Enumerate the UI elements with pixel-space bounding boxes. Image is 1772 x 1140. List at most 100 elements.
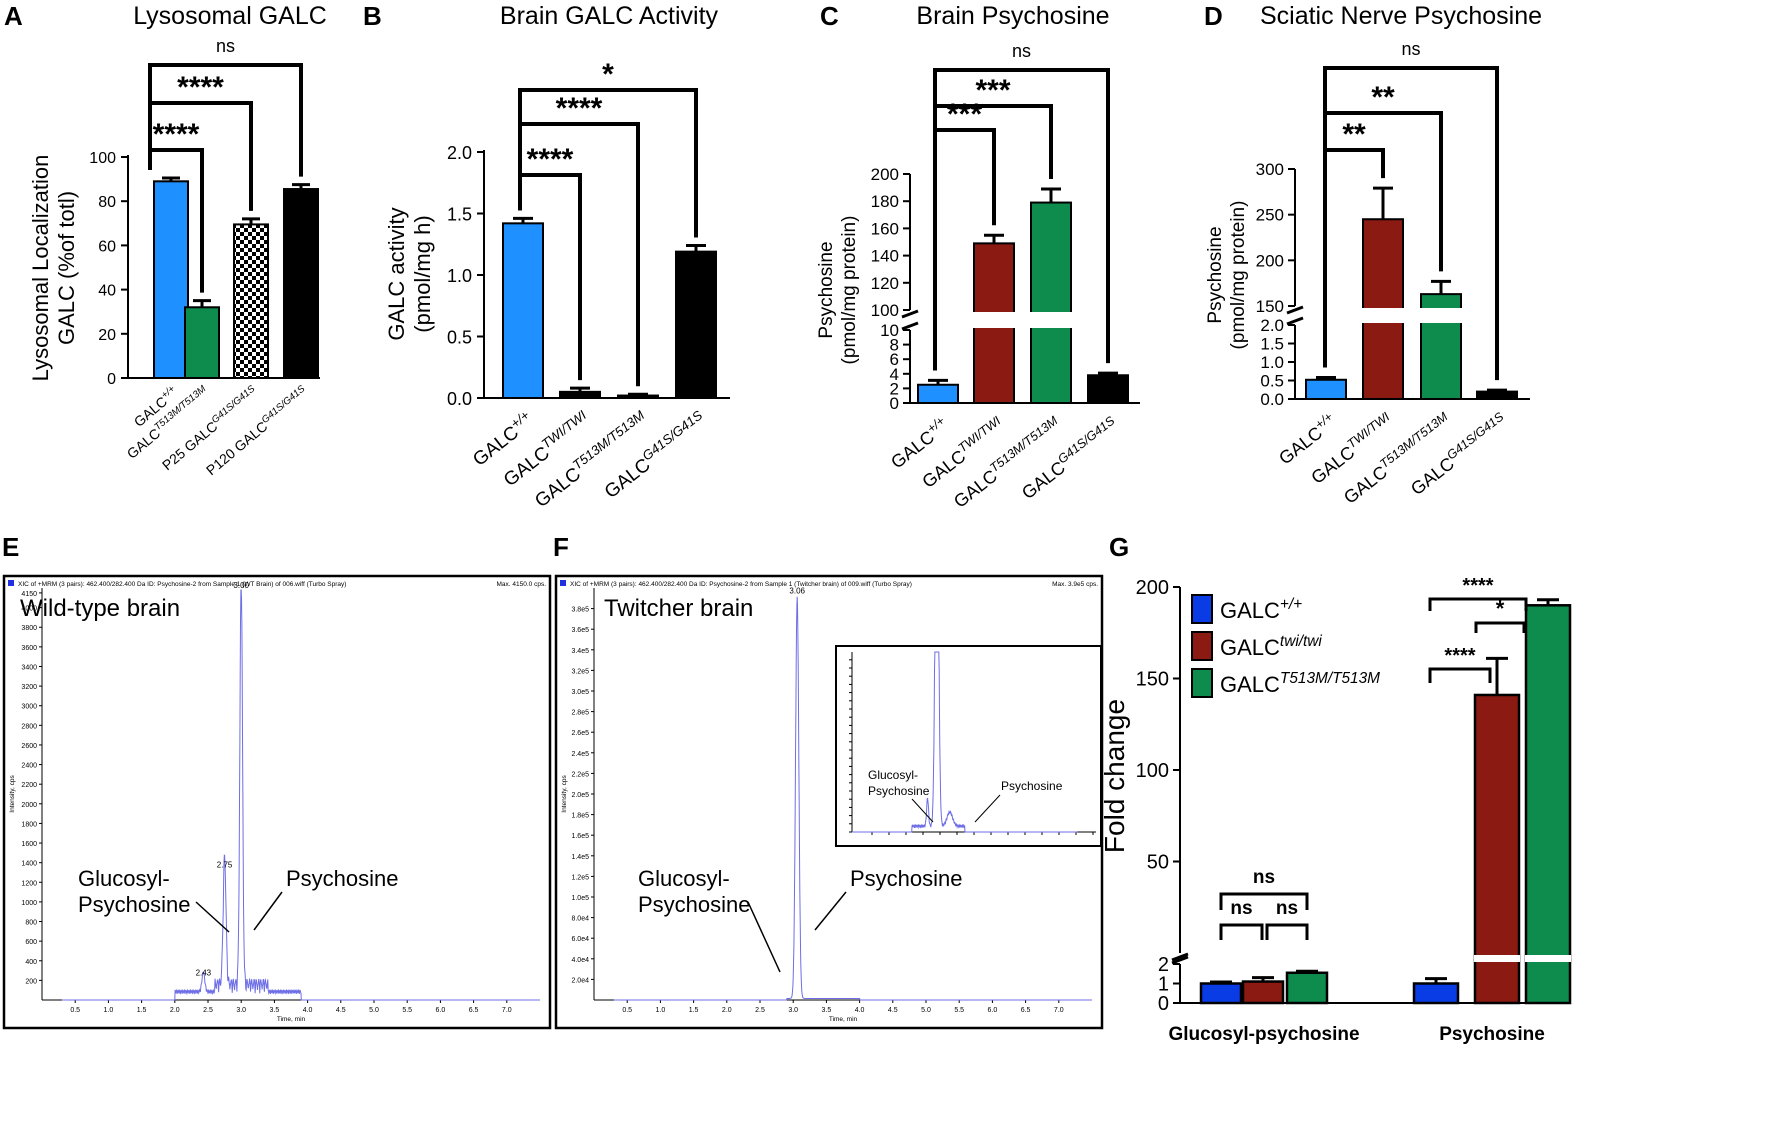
header-marker bbox=[560, 580, 566, 586]
x-tick-label: 4.5 bbox=[336, 1007, 346, 1014]
y-tick-label: 6.0e4 bbox=[571, 936, 589, 943]
bar bbox=[917, 383, 959, 404]
legend-swatch bbox=[1191, 594, 1213, 624]
y-tick-label: 180 bbox=[871, 192, 899, 211]
x-tick-label: 1.5 bbox=[137, 1007, 147, 1014]
y-axis-label: (pmol/mg h) bbox=[410, 215, 435, 332]
y-tick-label: 800 bbox=[25, 920, 37, 927]
y-axis-label: GALC (%of totl) bbox=[54, 191, 79, 345]
y-tick-label: 3200 bbox=[21, 684, 37, 691]
y-tick-label: 1200 bbox=[21, 880, 37, 887]
max-label: Max. 4150.0 cps. bbox=[497, 581, 547, 588]
y-axis-label: Lysosomal Localization bbox=[28, 155, 53, 382]
x-tick-label: 5.5 bbox=[954, 1007, 964, 1014]
x-tick-label: 5.0 bbox=[921, 1007, 931, 1014]
x-tick-label: GALCG41S/G41S bbox=[1017, 413, 1123, 503]
panel-a: A Lysosomal GALC Lysosomal Localization GAL… bbox=[4, 1, 327, 478]
y-tick-label: 80 bbox=[98, 194, 116, 211]
inset-glucosyl-label: Psychosine bbox=[868, 784, 930, 798]
significance-bracket bbox=[148, 63, 303, 177]
y-tick-label: 2.2e5 bbox=[571, 771, 589, 778]
label-sup: T513M/T513M bbox=[1280, 670, 1380, 687]
significance-bracket bbox=[1428, 597, 1528, 611]
y-tick-label: 160 bbox=[871, 219, 899, 238]
bar bbox=[617, 394, 659, 400]
panel-letter: A bbox=[4, 1, 23, 31]
y-tick-label: 2.0 bbox=[447, 143, 472, 163]
peak-label: 2.75 bbox=[217, 860, 233, 869]
significance-bracket bbox=[1323, 66, 1499, 381]
y-tick-label: 2 bbox=[1158, 954, 1169, 976]
chart-title: Brain Psychosine bbox=[916, 2, 1109, 30]
y-tick-label: 250 bbox=[1256, 206, 1284, 225]
y-tick-label: 1.4e5 bbox=[571, 854, 589, 861]
x-tick-label: 1.0 bbox=[656, 1007, 666, 1014]
x-tick-label: 0.5 bbox=[70, 1007, 80, 1014]
sample-annotation: Twitcher brain bbox=[604, 595, 753, 622]
axis-break-mark bbox=[1286, 305, 1304, 315]
x-tick-label: GALCG41S/G41S bbox=[1406, 409, 1512, 499]
x-tick-label: 1.0 bbox=[104, 1007, 114, 1014]
chart-title: Brain GALC Activity bbox=[500, 2, 719, 30]
bar bbox=[1285, 971, 1329, 1005]
significance-bracket bbox=[1474, 621, 1526, 633]
bar bbox=[675, 250, 717, 399]
y-tick-label: 2600 bbox=[21, 743, 37, 750]
chart-title: Sciatic Nerve Psychosine bbox=[1260, 2, 1542, 30]
significance-label: ** bbox=[1342, 118, 1366, 151]
x-tick-label: 3.5 bbox=[822, 1007, 832, 1014]
y-tick-label: 150 bbox=[1256, 297, 1284, 316]
pointer-line bbox=[814, 891, 847, 931]
x-tick-label: 2.5 bbox=[755, 1007, 765, 1014]
label-sup: TWI/TWI bbox=[956, 413, 1004, 455]
y-tick-label: 40 bbox=[98, 283, 116, 300]
panel-letter: C bbox=[820, 1, 839, 31]
label-sup: G41S/G41S bbox=[210, 383, 258, 426]
inset-psychosine-label: Psychosine bbox=[1001, 779, 1063, 793]
sample-annotation: Wild-type brain bbox=[20, 595, 180, 622]
significance-label: ns bbox=[1401, 39, 1420, 59]
group-label: Glucosyl-psychosine bbox=[1168, 1024, 1359, 1045]
y-tick-label: 1600 bbox=[21, 841, 37, 848]
label-base: GALC bbox=[1220, 672, 1280, 697]
panel-letter: F bbox=[553, 532, 569, 562]
x-tick-label: 7.0 bbox=[1054, 1007, 1064, 1014]
psychosine-label: Psychosine bbox=[850, 866, 963, 891]
bar bbox=[1241, 980, 1285, 1005]
y-tick-label: 1400 bbox=[21, 861, 37, 868]
y-tick-label: 200 bbox=[25, 978, 37, 985]
x-tick-label: 3.0 bbox=[788, 1007, 798, 1014]
y-axis-label: (pmol/mg protein) bbox=[839, 216, 860, 365]
significance-label: ns bbox=[216, 36, 235, 56]
y-axis-label: Psychosine bbox=[816, 241, 837, 338]
y-tick-label: 2 bbox=[890, 379, 899, 398]
significance-label: *** bbox=[975, 74, 1010, 107]
y-tick-label: 2.4e5 bbox=[571, 751, 589, 758]
header-marker bbox=[8, 580, 14, 586]
label-sup: +/+ bbox=[1280, 596, 1302, 613]
y-tick-label: 4 bbox=[890, 365, 899, 384]
significance-label: ** bbox=[1371, 81, 1395, 114]
y-tick-label: 2.0 bbox=[1260, 316, 1284, 335]
chart-title: Lysosomal GALC bbox=[133, 2, 327, 30]
label-base: GALC bbox=[1220, 635, 1280, 660]
y-tick-label: 3.6e5 bbox=[571, 627, 589, 634]
y-tick-label: 0.0 bbox=[1260, 390, 1284, 409]
label-base: GALC bbox=[1220, 598, 1280, 623]
significance-bracket bbox=[518, 88, 698, 238]
y-tick-label: 4000 bbox=[21, 606, 37, 613]
significance-label: * bbox=[1496, 596, 1505, 621]
bar bbox=[1305, 378, 1347, 401]
y-tick-label: 0.5 bbox=[1260, 372, 1284, 391]
significance-bracket bbox=[933, 68, 1110, 371]
pointer-line bbox=[195, 901, 230, 933]
max-label: Max. 3.9e5 cps. bbox=[1052, 581, 1098, 588]
label-sup: TWI/TWI bbox=[539, 407, 590, 451]
panel-g: G Fold change 012 50 100 150 200 Glucosyl-psych… bbox=[1099, 532, 1572, 1045]
x-tick-label: 2.0 bbox=[170, 1007, 180, 1014]
bar bbox=[1473, 693, 1521, 1005]
bar bbox=[1412, 982, 1460, 1005]
x-tick-label: 4.0 bbox=[855, 1007, 865, 1014]
x-tick-label: 2.0 bbox=[722, 1007, 732, 1014]
label-sup: G41S/G41S bbox=[1444, 409, 1507, 462]
